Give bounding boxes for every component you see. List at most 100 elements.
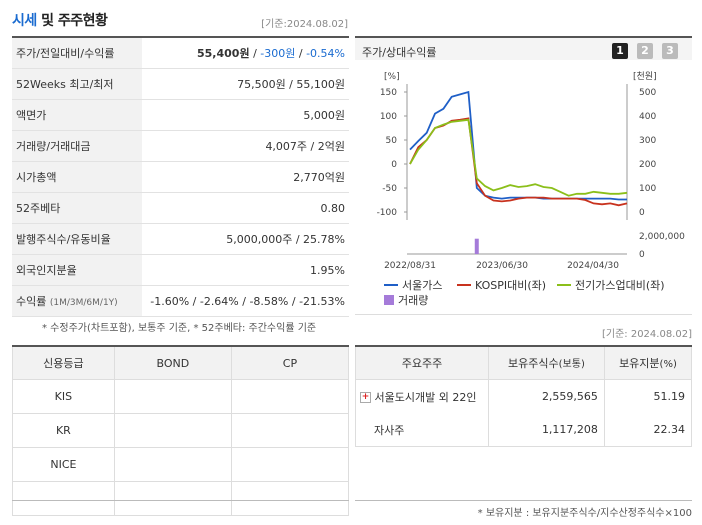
right-unit: [천원] bbox=[633, 71, 657, 82]
info-row-foreign: 외국인지분율 1.95% bbox=[12, 254, 349, 286]
table-row: 자사주 1,117,208 22.34 bbox=[355, 413, 693, 447]
base-date-right: [기준: 2024.08.02] bbox=[601, 329, 692, 340]
chart-tab-2[interactable]: 2 bbox=[637, 43, 653, 59]
y-tick-right: 200 bbox=[639, 160, 656, 170]
x-tick: 2024/04/30 bbox=[567, 261, 619, 271]
info-value: 1.95% bbox=[142, 254, 349, 286]
info-label: 수익률 (1M/3M/6M/1Y) bbox=[12, 285, 142, 317]
base-date: [기준:2024.08.02] bbox=[261, 19, 348, 30]
legend-item: 전기가스업대비(좌) bbox=[557, 277, 665, 293]
info-label: 52주베타 bbox=[12, 192, 142, 224]
axis-ticks: 150100500-50-10050040030020010002,000,00… bbox=[377, 84, 685, 271]
chart-title: 주가/상대수익률 bbox=[362, 46, 437, 59]
info-value: 5,000,000주 / 25.78% bbox=[142, 223, 349, 255]
info-row-return: 수익률 (1M/3M/6M/1Y) -1.60% / -2.64% / -8.5… bbox=[12, 285, 349, 317]
chart-tab-3[interactable]: 3 bbox=[662, 43, 678, 59]
shareholder-name: 자사주 bbox=[355, 413, 489, 447]
info-row-price: 주가/전일대비/수익률 55,400원 / -300원 / -0.54% bbox=[12, 38, 349, 69]
info-row-beta: 52주베타 0.80 bbox=[12, 192, 349, 224]
y-tick-right: 100 bbox=[639, 184, 656, 194]
info-label: 거래량/거래대금 bbox=[12, 130, 142, 162]
y-tick-right: 500 bbox=[639, 88, 656, 98]
y-tick-right: 300 bbox=[639, 136, 656, 146]
info-note: * 수정주가(차트포함), 보통주 기준, * 52주베타: 주간수익률 기준 bbox=[42, 323, 317, 334]
info-value: 0.80 bbox=[142, 192, 349, 224]
divider bbox=[355, 36, 692, 38]
credit-rating-table: 신용등급 BOND CP KIS KR NICE bbox=[12, 345, 350, 516]
expand-icon[interactable]: + bbox=[360, 392, 371, 403]
x-tick: 2022/08/31 bbox=[384, 261, 436, 271]
share-pct: 51.19 bbox=[603, 379, 693, 413]
info-row-shares: 발행주식수/유동비율 5,000,000주 / 25.78% bbox=[12, 223, 349, 255]
info-row-52weeks: 52Weeks 최고/최저 75,500원 / 55,100원 bbox=[12, 68, 349, 100]
y-tick-left: 100 bbox=[380, 112, 397, 122]
series-line bbox=[409, 118, 628, 197]
info-label: 발행주식수/유동비율 bbox=[12, 223, 142, 255]
column-header: 주요주주 bbox=[355, 345, 489, 380]
column-header: 보유주식수(보통) bbox=[487, 345, 605, 380]
volume-tick: 2,000,000 bbox=[639, 232, 685, 242]
info-label: 주가/전일대비/수익률 bbox=[12, 38, 142, 69]
shareholder-name: + 서울도시개발 외 22인 bbox=[355, 379, 489, 413]
info-value: 5,000원 bbox=[142, 99, 349, 131]
shareholder-note: * 보유지분 : 보유지분주식수/지수산정주식수×100 bbox=[477, 508, 692, 519]
series-lines bbox=[409, 90, 628, 207]
legend-item: KOSPI대비(좌) bbox=[457, 277, 546, 293]
info-label: 시가총액 bbox=[12, 161, 142, 193]
info-row-par: 액면가 5,000원 bbox=[12, 99, 349, 131]
table-row: KR bbox=[12, 413, 350, 448]
x-tick: 2023/06/30 bbox=[476, 261, 528, 271]
current-price: 55,400원 bbox=[197, 47, 250, 60]
price-change: -300원 bbox=[260, 47, 296, 60]
volume-bar bbox=[474, 238, 479, 254]
y-tick-left: -100 bbox=[377, 208, 398, 218]
shareholder-table: 주요주주 보유주식수(보통) 보유지분(%) + 서울도시개발 외 22인 2,… bbox=[355, 345, 693, 447]
price-change-rate: -0.54% bbox=[306, 47, 345, 60]
column-header: BOND bbox=[113, 345, 232, 380]
share-count: 2,559,565 bbox=[487, 379, 605, 413]
chart-tab-1[interactable]: 1 bbox=[612, 43, 628, 59]
table-row bbox=[12, 481, 350, 516]
return-values: -1.60% / -2.64% / -8.58% / -21.53% bbox=[142, 285, 349, 317]
legend-swatch bbox=[457, 284, 471, 286]
y-tick-left: 50 bbox=[386, 136, 398, 146]
info-value: 4,007주 / 2억원 bbox=[142, 130, 349, 162]
table-row: NICE bbox=[12, 447, 350, 482]
divider bbox=[12, 500, 349, 501]
column-header: 신용등급 bbox=[12, 345, 115, 380]
divider bbox=[12, 36, 349, 38]
info-value: 75,500원 / 55,100원 bbox=[142, 68, 349, 100]
legend-swatch bbox=[384, 295, 394, 305]
column-header: 보유지분(%) bbox=[603, 345, 693, 380]
price-chart: [%] [천원] 150100500-50-100500400300200100… bbox=[377, 71, 686, 271]
divider bbox=[355, 500, 692, 501]
legend-swatch bbox=[557, 284, 571, 286]
series-line bbox=[409, 90, 627, 201]
table-row: KIS bbox=[12, 379, 350, 414]
divider bbox=[355, 314, 692, 315]
volume-bars bbox=[474, 238, 479, 254]
price-info-table: 주가/전일대비/수익률 55,400원 / -300원 / -0.54% 52W… bbox=[12, 38, 349, 317]
info-label: 52Weeks 최고/최저 bbox=[12, 68, 142, 100]
info-label: 액면가 bbox=[12, 99, 142, 131]
legend-item: 거래량 bbox=[384, 292, 428, 308]
info-row-marketcap: 시가총액 2,770억원 bbox=[12, 161, 349, 193]
column-header: CP bbox=[230, 345, 350, 380]
legend-swatch bbox=[384, 284, 398, 286]
legend-item: 서울가스 bbox=[384, 277, 442, 293]
y-tick-left: -50 bbox=[382, 184, 397, 194]
y-tick-right: 400 bbox=[639, 112, 656, 122]
y-tick-left: 150 bbox=[380, 88, 397, 98]
info-row-volume: 거래량/거래대금 4,007주 / 2억원 bbox=[12, 130, 349, 162]
table-row: + 서울도시개발 외 22인 2,559,565 51.19 bbox=[355, 379, 693, 413]
info-label: 외국인지분율 bbox=[12, 254, 142, 286]
share-count: 1,117,208 bbox=[487, 413, 605, 447]
left-unit: [%] bbox=[384, 72, 400, 82]
info-value: 2,770억원 bbox=[142, 161, 349, 193]
y-tick-right: 0 bbox=[639, 208, 645, 218]
share-pct: 22.34 bbox=[603, 413, 693, 447]
y-tick-left: 0 bbox=[391, 160, 397, 170]
chart-header bbox=[355, 38, 692, 60]
page-title: 시세 및 주주현황 bbox=[12, 13, 108, 29]
info-value: 55,400원 / -300원 / -0.54% bbox=[142, 38, 349, 69]
